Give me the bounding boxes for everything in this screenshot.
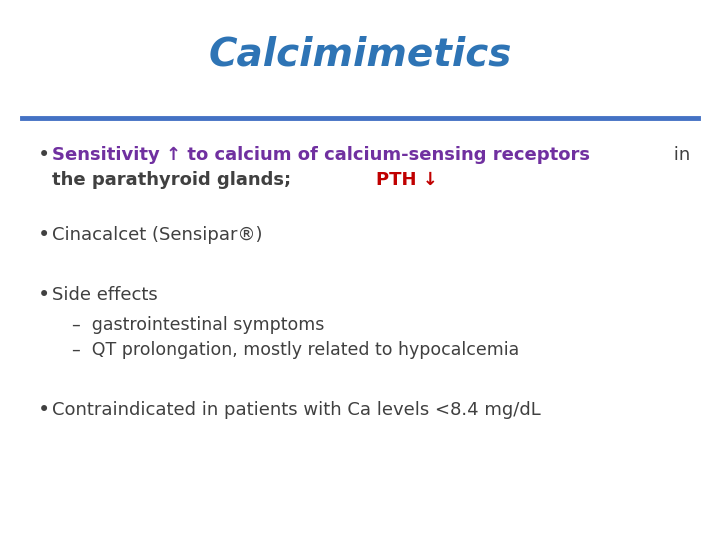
Text: •: •: [38, 285, 50, 305]
Text: the parathyroid glands;: the parathyroid glands;: [52, 171, 297, 189]
Text: PTH ↓: PTH ↓: [376, 171, 438, 189]
Text: Sensitivity ↑ to calcium of calcium-sensing receptors: Sensitivity ↑ to calcium of calcium-sens…: [52, 146, 590, 164]
Text: –  gastrointestinal symptoms: – gastrointestinal symptoms: [72, 316, 325, 334]
Text: •: •: [38, 225, 50, 245]
Text: Contraindicated in patients with Ca levels <8.4 mg/dL: Contraindicated in patients with Ca leve…: [52, 401, 541, 419]
Text: in: in: [668, 146, 690, 164]
Text: •: •: [38, 145, 50, 165]
Text: Cinacalcet (Sensipar®): Cinacalcet (Sensipar®): [52, 226, 263, 244]
Text: •: •: [38, 400, 50, 420]
Text: –  QT prolongation, mostly related to hypocalcemia: – QT prolongation, mostly related to hyp…: [72, 341, 519, 359]
Text: Calcimimetics: Calcimimetics: [208, 36, 512, 74]
Text: Side effects: Side effects: [52, 286, 158, 304]
